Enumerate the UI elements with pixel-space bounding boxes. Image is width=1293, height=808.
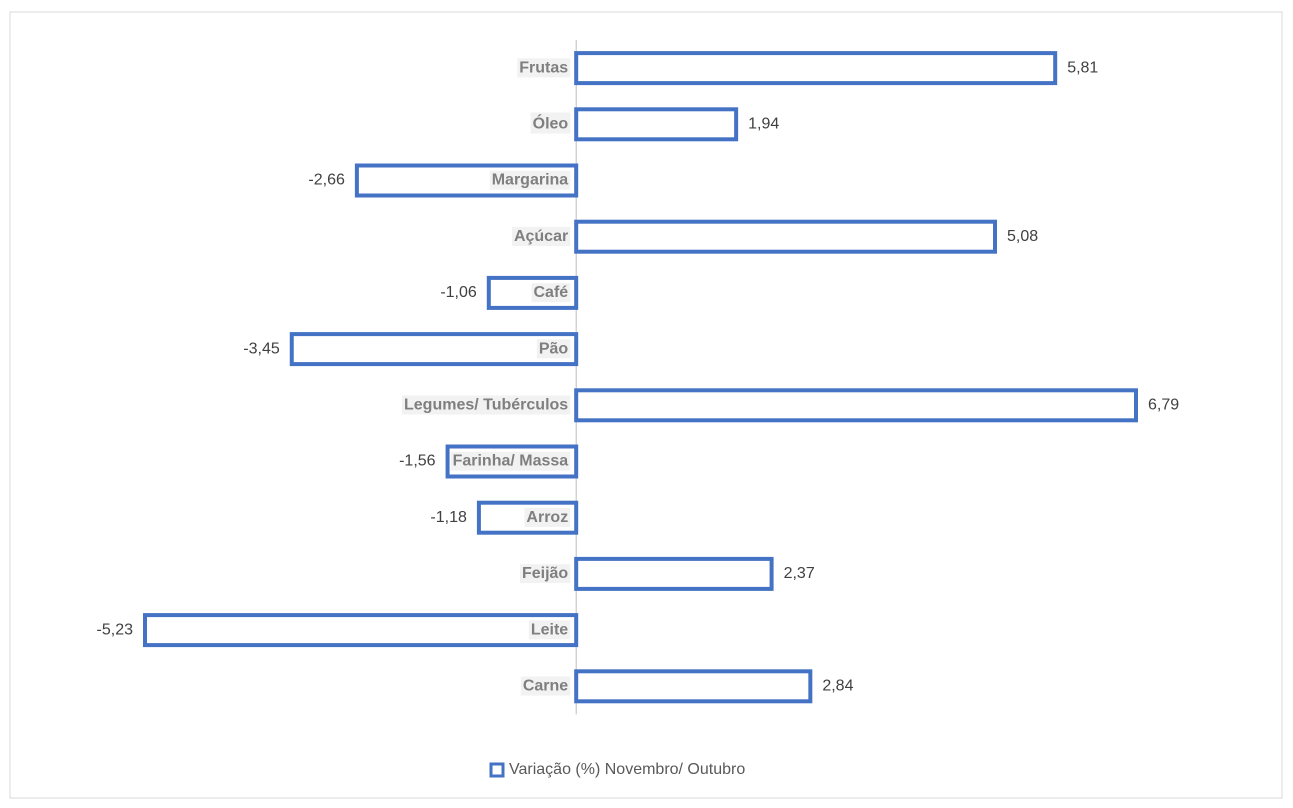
value-label: 5,81 [1067,59,1098,76]
bar [574,219,998,254]
value-label: 6,79 [1148,397,1179,414]
category-label-bg [511,226,571,246]
category-label-bg [519,564,571,584]
category-label-bg [524,507,571,527]
bar [143,613,579,648]
category-label-bg [517,58,571,78]
value-label: 2,37 [784,565,815,582]
category-label: Arroz [526,509,568,526]
category-label: Carne [523,678,568,695]
value-label: -3,45 [243,340,280,357]
category-label: Margarina [492,172,569,189]
category-label: Farinha/ Massa [453,453,569,470]
category-label: Óleo [533,114,569,133]
value-label: -1,06 [440,284,477,301]
category-label-bg [489,170,571,190]
category-label-bg [402,395,571,415]
category-label-bg [528,620,571,640]
bar [289,332,579,367]
category-label: Leite [531,621,568,638]
category-label-bg [520,676,571,696]
value-label: 5,08 [1007,228,1038,245]
category-label: Frutas [519,59,568,76]
category-label: Café [534,284,569,301]
category-label: Açúcar [514,228,568,245]
bar [574,388,1138,423]
category-label: Pão [539,340,569,357]
bar [574,107,739,142]
bar [574,669,813,704]
category-label-bg [530,112,571,134]
value-label: 1,94 [748,116,779,133]
category-label-bg [531,283,571,303]
category-label: Legumes/ Tubérculos [404,397,568,414]
value-label: -5,23 [97,621,134,638]
value-label: -2,66 [308,172,345,189]
value-label: -1,56 [399,453,436,470]
bar [574,556,774,591]
legend-label: Variação (%) Novembro/ Outubro [509,761,745,778]
category-label-bg [536,339,571,359]
legend-swatch [489,762,505,778]
value-label: -1,18 [430,509,467,526]
category-label-bg [450,451,571,471]
bar [574,51,1058,86]
value-label: 2,84 [822,678,853,695]
category-label: Feijão [522,565,568,582]
